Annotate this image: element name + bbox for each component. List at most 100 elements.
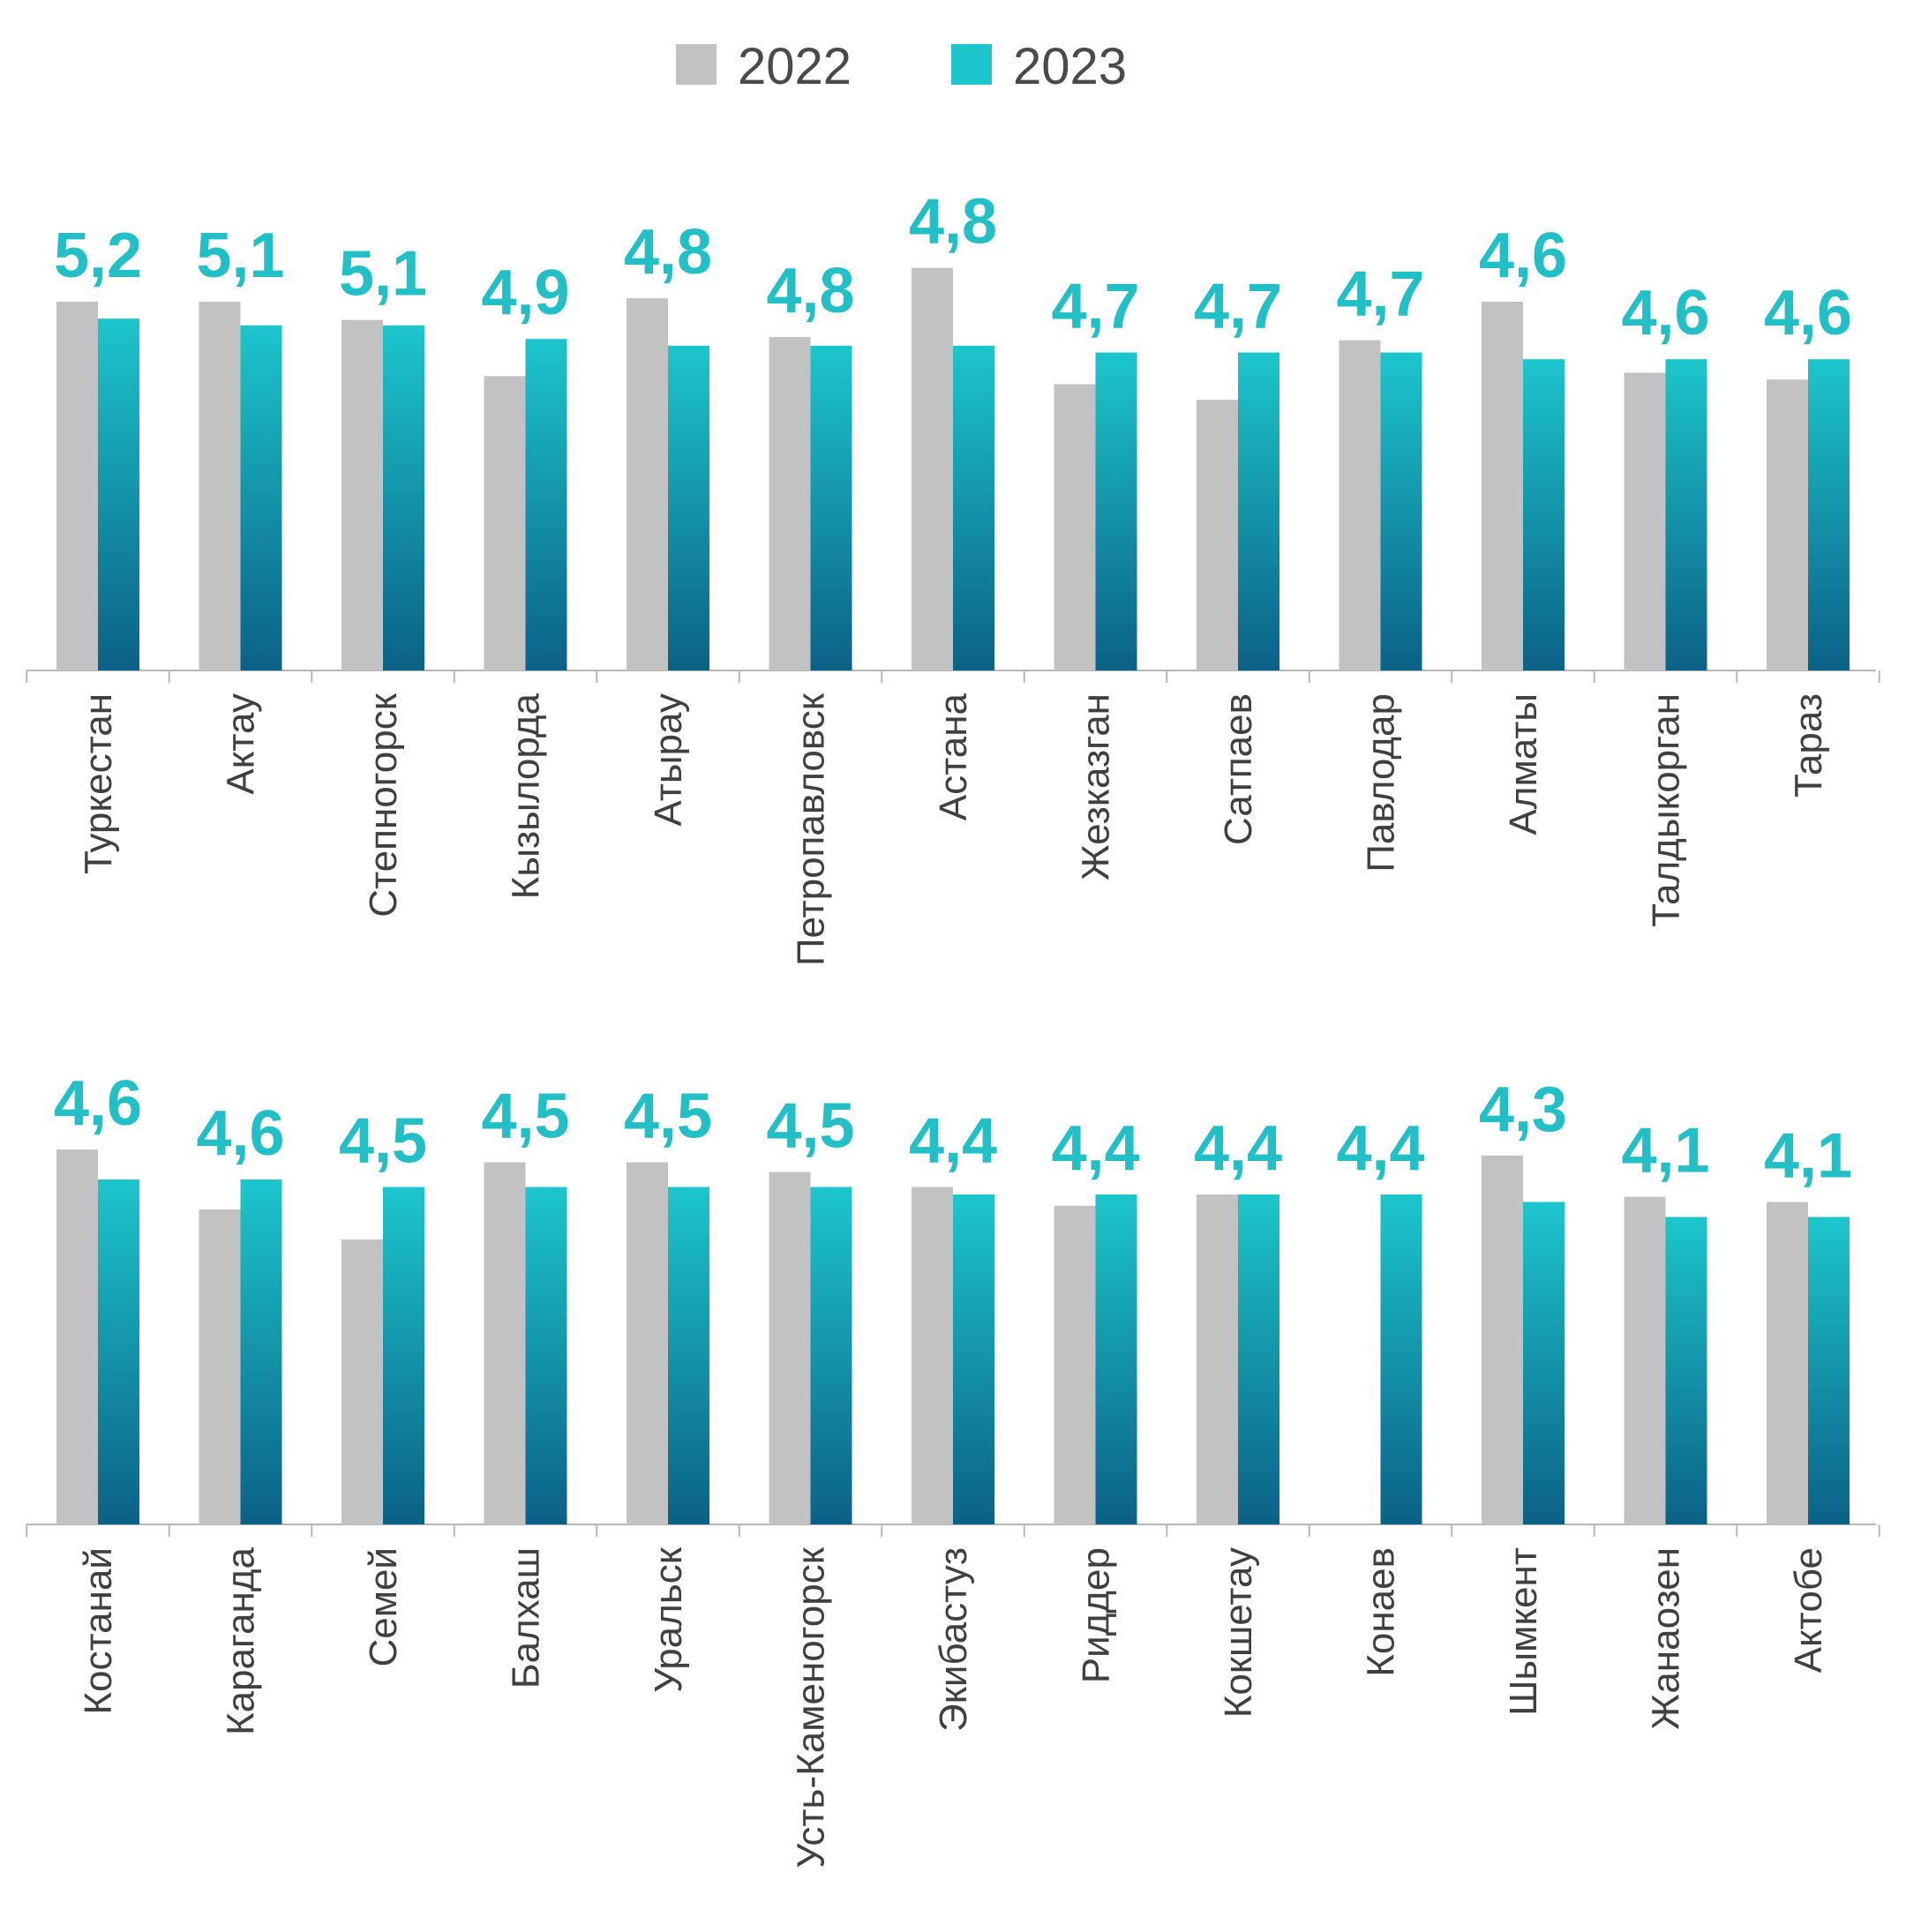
bar-2022-5 [627, 1162, 668, 1524]
category-label-10: Павлодар [1360, 693, 1403, 872]
data-label-8: 4,4 [1051, 1113, 1139, 1184]
data-label-5: 4,8 [624, 217, 712, 288]
category-label-11: Алматы [1502, 693, 1545, 835]
bar-2023-10 [1380, 1194, 1422, 1524]
category-label-8: Жезказган [1075, 693, 1118, 880]
bar-2023-6 [810, 345, 852, 670]
legend-swatch-2023 [951, 44, 992, 85]
bar-2022-1 [56, 1149, 98, 1524]
category-label-4: Балхаш [505, 1547, 548, 1689]
bar-2023-1 [98, 318, 139, 670]
bar-2022-8 [1054, 1205, 1096, 1524]
bar-2022-6 [769, 336, 811, 670]
bar-2022-4 [484, 376, 526, 670]
bar-2022-13 [1767, 1202, 1808, 1524]
category-label-2: Актау [220, 693, 263, 795]
legend-label-2023: 2023 [1013, 38, 1127, 95]
bar-2023-12 [1665, 359, 1707, 670]
data-label-11: 4,6 [1479, 221, 1567, 291]
category-label-7: Астана [932, 693, 975, 820]
data-label-10: 4,7 [1336, 259, 1424, 330]
data-label-12: 4,1 [1621, 1116, 1709, 1187]
data-label-13: 4,1 [1764, 1121, 1852, 1192]
bar-2022-11 [1482, 301, 1523, 670]
bar-2023-8 [1095, 352, 1137, 670]
legend-label-2022: 2022 [738, 38, 852, 95]
data-label-10: 4,4 [1336, 1113, 1424, 1184]
bar-2022-6 [769, 1172, 811, 1524]
category-label-11: Шымкент [1502, 1547, 1545, 1716]
bar-2022-11 [1482, 1155, 1523, 1524]
bar-2023-12 [1665, 1217, 1707, 1524]
bar-2022-8 [1054, 384, 1096, 670]
chart-panel-bottom: 4,6 Костанай 4,6 Караганда 4,5 Семей 4,5 Балхаш… [26, 1068, 1880, 1868]
bar-2023-3 [383, 1187, 424, 1524]
category-label-6: Петропавловск [790, 693, 833, 966]
category-label-1: Костанай [77, 1547, 120, 1715]
chart-panel-top: 5,2 Туркестан 5,1 Актау 5,1 Степногорск 4,9 Кыз… [26, 187, 1880, 966]
category-label-9: Сатпаев [1217, 693, 1260, 845]
category-label-6: Усть-Каменогорск [790, 1546, 833, 1868]
category-label-8: Риддер [1075, 1547, 1118, 1683]
data-label-8: 4,7 [1051, 272, 1139, 342]
bar-2023-6 [810, 1187, 852, 1524]
legend-swatch-2022 [676, 44, 717, 85]
category-label-7: Экибастуз [932, 1547, 975, 1732]
data-label-1: 4,6 [54, 1068, 142, 1139]
bar-2023-3 [383, 325, 424, 670]
data-label-6: 4,8 [766, 256, 854, 326]
category-label-1: Туркестан [77, 693, 120, 874]
data-label-4: 4,9 [481, 258, 569, 328]
bar-2023-13 [1808, 1217, 1850, 1524]
bar-2022-9 [1197, 400, 1238, 670]
data-label-4: 4,5 [481, 1081, 569, 1151]
bar-2023-5 [668, 345, 709, 670]
category-label-3: Степногорск [362, 693, 405, 917]
category-label-2: Караганда [220, 1546, 263, 1735]
bar-2023-11 [1523, 1202, 1565, 1524]
category-label-10: Конаев [1360, 1547, 1403, 1677]
bar-2022-7 [912, 267, 953, 670]
data-label-3: 4,5 [339, 1106, 427, 1177]
category-label-4: Кызылорда [505, 693, 548, 899]
data-label-2: 5,1 [196, 221, 284, 291]
bar-2023-4 [525, 1187, 567, 1524]
bar-2022-9 [1197, 1194, 1238, 1524]
bar-2023-7 [953, 1194, 994, 1524]
legend: 2022 2023 [676, 38, 1127, 95]
bar-2022-4 [484, 1162, 526, 1524]
category-label-9: Кокшетау [1217, 1547, 1260, 1718]
category-label-12: Талдыкорган [1645, 693, 1688, 927]
bar-2022-2 [199, 1209, 241, 1524]
bar-2023-10 [1380, 352, 1422, 670]
bar-2023-11 [1523, 359, 1565, 670]
bar-2022-13 [1767, 379, 1808, 670]
bar-2023-13 [1808, 359, 1850, 670]
data-label-3: 5,1 [339, 239, 427, 310]
data-label-7: 4,4 [909, 1106, 997, 1177]
bar-2023-2 [240, 1179, 282, 1524]
bar-2023-8 [1095, 1194, 1137, 1524]
bar-2022-12 [1624, 1196, 1666, 1524]
bar-2023-7 [953, 345, 994, 670]
bar-2022-12 [1624, 372, 1666, 670]
bar-2023-1 [98, 1179, 139, 1524]
bar-2022-3 [341, 319, 383, 670]
data-label-5: 4,5 [624, 1081, 712, 1151]
data-label-1: 5,2 [54, 221, 142, 291]
bar-2023-9 [1238, 1194, 1279, 1524]
category-label-5: Атырау [647, 693, 690, 827]
category-label-5: Уральск [647, 1546, 690, 1693]
category-label-13: Тараз [1787, 693, 1830, 798]
data-label-11: 4,3 [1479, 1075, 1567, 1145]
category-label-13: Актобе [1787, 1547, 1830, 1673]
data-label-9: 4,7 [1194, 272, 1282, 342]
data-label-2: 4,6 [196, 1098, 284, 1169]
bar-2022-5 [627, 298, 668, 670]
data-label-9: 4,4 [1194, 1113, 1282, 1184]
bar-2022-7 [912, 1187, 953, 1524]
category-label-3: Семей [362, 1547, 405, 1667]
bar-2022-3 [341, 1239, 383, 1524]
data-label-7: 4,8 [909, 187, 997, 258]
